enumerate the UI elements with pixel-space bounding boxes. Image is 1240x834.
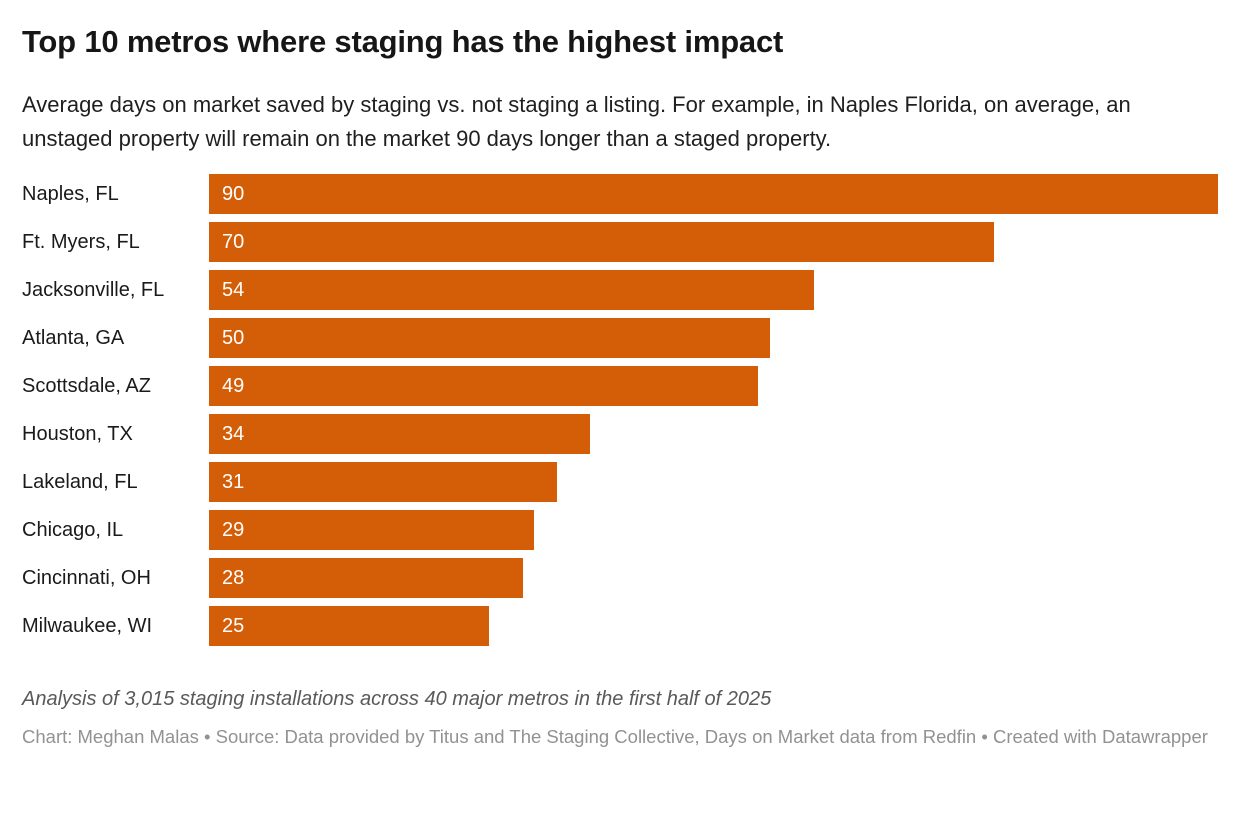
bar-row: Milwaukee, WI 25 [22,606,1218,646]
bar: 49 [209,366,759,406]
value-label: 90 [222,182,245,205]
bar-row: Houston, TX 34 [22,414,1218,454]
category-label: Cincinnati, OH [22,566,151,589]
category-label: Ft. Myers, FL [22,230,140,253]
bar-row: Jacksonville, FL 54 [22,270,1218,310]
bar-track: 54 [209,270,1218,310]
bar-row: Chicago, IL 29 [22,510,1218,550]
category-label: Scottsdale, AZ [22,374,151,397]
bar-row: Cincinnati, OH 28 [22,558,1218,598]
category-label: Naples, FL [22,182,119,205]
bar: 54 [209,270,815,310]
bar: 50 [209,318,770,358]
bar: 25 [209,606,490,646]
category-label: Houston, TX [22,422,133,445]
value-label: 28 [222,566,245,589]
bar: 90 [209,174,1218,214]
bar-chart: Naples, FL 90 Ft. Myers, FL 70 Jacksonville,… [22,174,1218,646]
value-label: 70 [222,230,245,253]
bar: 28 [209,558,523,598]
value-label: 29 [222,518,245,541]
chart-footnote: Analysis of 3,015 staging installations … [22,688,772,710]
value-label: 25 [222,614,245,637]
value-label: 49 [222,374,245,397]
bar-track: 90 [209,174,1218,214]
bar-track: 28 [209,558,1218,598]
category-label: Milwaukee, WI [22,614,153,637]
bar: 29 [209,510,535,550]
value-label: 50 [222,326,245,349]
bar-row: Ft. Myers, FL 70 [22,222,1218,262]
bar-track: 29 [209,510,1218,550]
value-label: 31 [222,470,245,493]
bar: 31 [209,462,557,502]
bar: 34 [209,414,591,454]
bar-row: Naples, FL 90 [22,174,1218,214]
bar-row: Lakeland, FL 31 [22,462,1218,502]
value-label: 34 [222,422,245,445]
chart-title: Top 10 metros where staging has the high… [22,24,784,59]
bar-row: Scottsdale, AZ 49 [22,366,1218,406]
bar-row: Atlanta, GA 50 [22,318,1218,358]
bar: 70 [209,222,994,262]
bar-track: 31 [209,462,1218,502]
bar-track: 34 [209,414,1218,454]
category-label: Lakeland, FL [22,470,138,493]
bar-track: 50 [209,318,1218,358]
chart-subtitle: Average days on market saved by staging … [22,92,1131,151]
bar-track: 49 [209,366,1218,406]
category-label: Jacksonville, FL [22,278,165,301]
value-label: 54 [222,278,245,301]
category-label: Atlanta, GA [22,326,125,349]
bar-track: 25 [209,606,1218,646]
bar-track: 70 [209,222,1218,262]
category-label: Chicago, IL [22,518,124,541]
chart-credit: Chart: Meghan Malas • Source: Data provi… [22,726,1208,747]
